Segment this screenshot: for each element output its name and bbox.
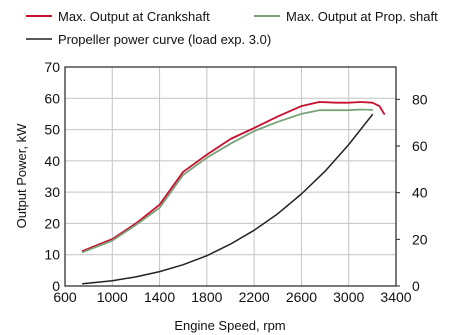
right-axis-ticks: 0 20 40 60 80 <box>396 91 428 294</box>
y-tick-label: 20 <box>44 215 60 231</box>
x-tick-label: 1400 <box>144 289 175 305</box>
right-axis-tick-label: 40 <box>412 185 428 201</box>
x-tick-label: 3400 <box>380 289 411 305</box>
y-axis-title: Output Power, kW <box>14 123 29 228</box>
plot-frame <box>64 66 397 287</box>
y-tick-label: 0 <box>52 278 60 294</box>
right-axis-tick-label: 0 <box>412 278 420 294</box>
right-axis-tick-label: 60 <box>412 138 428 154</box>
y-tick-label: 10 <box>44 247 60 263</box>
legend-label-propeller-curve: Propeller power curve (load exp. 3.0) <box>58 32 271 47</box>
x-axis-ticks: 600 1000 1400 1800 2200 2600 3000 3400 <box>53 289 411 305</box>
x-tick-label: 1800 <box>191 289 222 305</box>
legend-label-crankshaft: Max. Output at Crankshaft <box>58 9 210 24</box>
x-tick-label: 2200 <box>239 289 270 305</box>
series-line-propeller-curve <box>81 113 374 285</box>
legend: Max. Output at Crankshaft Max. Output at… <box>26 9 438 47</box>
y-tick-label: 50 <box>44 122 60 138</box>
legend-label-prop-shaft: Max. Output at Prop. shaft <box>286 9 438 24</box>
y-tick-label: 30 <box>44 184 60 200</box>
right-axis-tick-label: 20 <box>412 231 428 247</box>
y-axis-ticks: 0 10 20 30 40 50 60 70 <box>44 59 60 294</box>
series-line-crankshaft <box>81 101 386 252</box>
series-layer <box>81 101 386 285</box>
x-tick-label: 600 <box>53 289 77 305</box>
x-tick-label: 1000 <box>97 289 128 305</box>
x-tick-label: 3000 <box>333 289 364 305</box>
series-line-prop-shaft <box>81 108 374 254</box>
gridlines <box>64 66 397 287</box>
x-tick-label: 2600 <box>286 289 317 305</box>
y-tick-label: 70 <box>44 59 60 75</box>
x-axis-title: Engine Speed, rpm <box>174 318 285 333</box>
y-tick-label: 60 <box>44 90 60 106</box>
y-tick-label: 40 <box>44 153 60 169</box>
right-axis-tick-label: 80 <box>412 91 428 107</box>
